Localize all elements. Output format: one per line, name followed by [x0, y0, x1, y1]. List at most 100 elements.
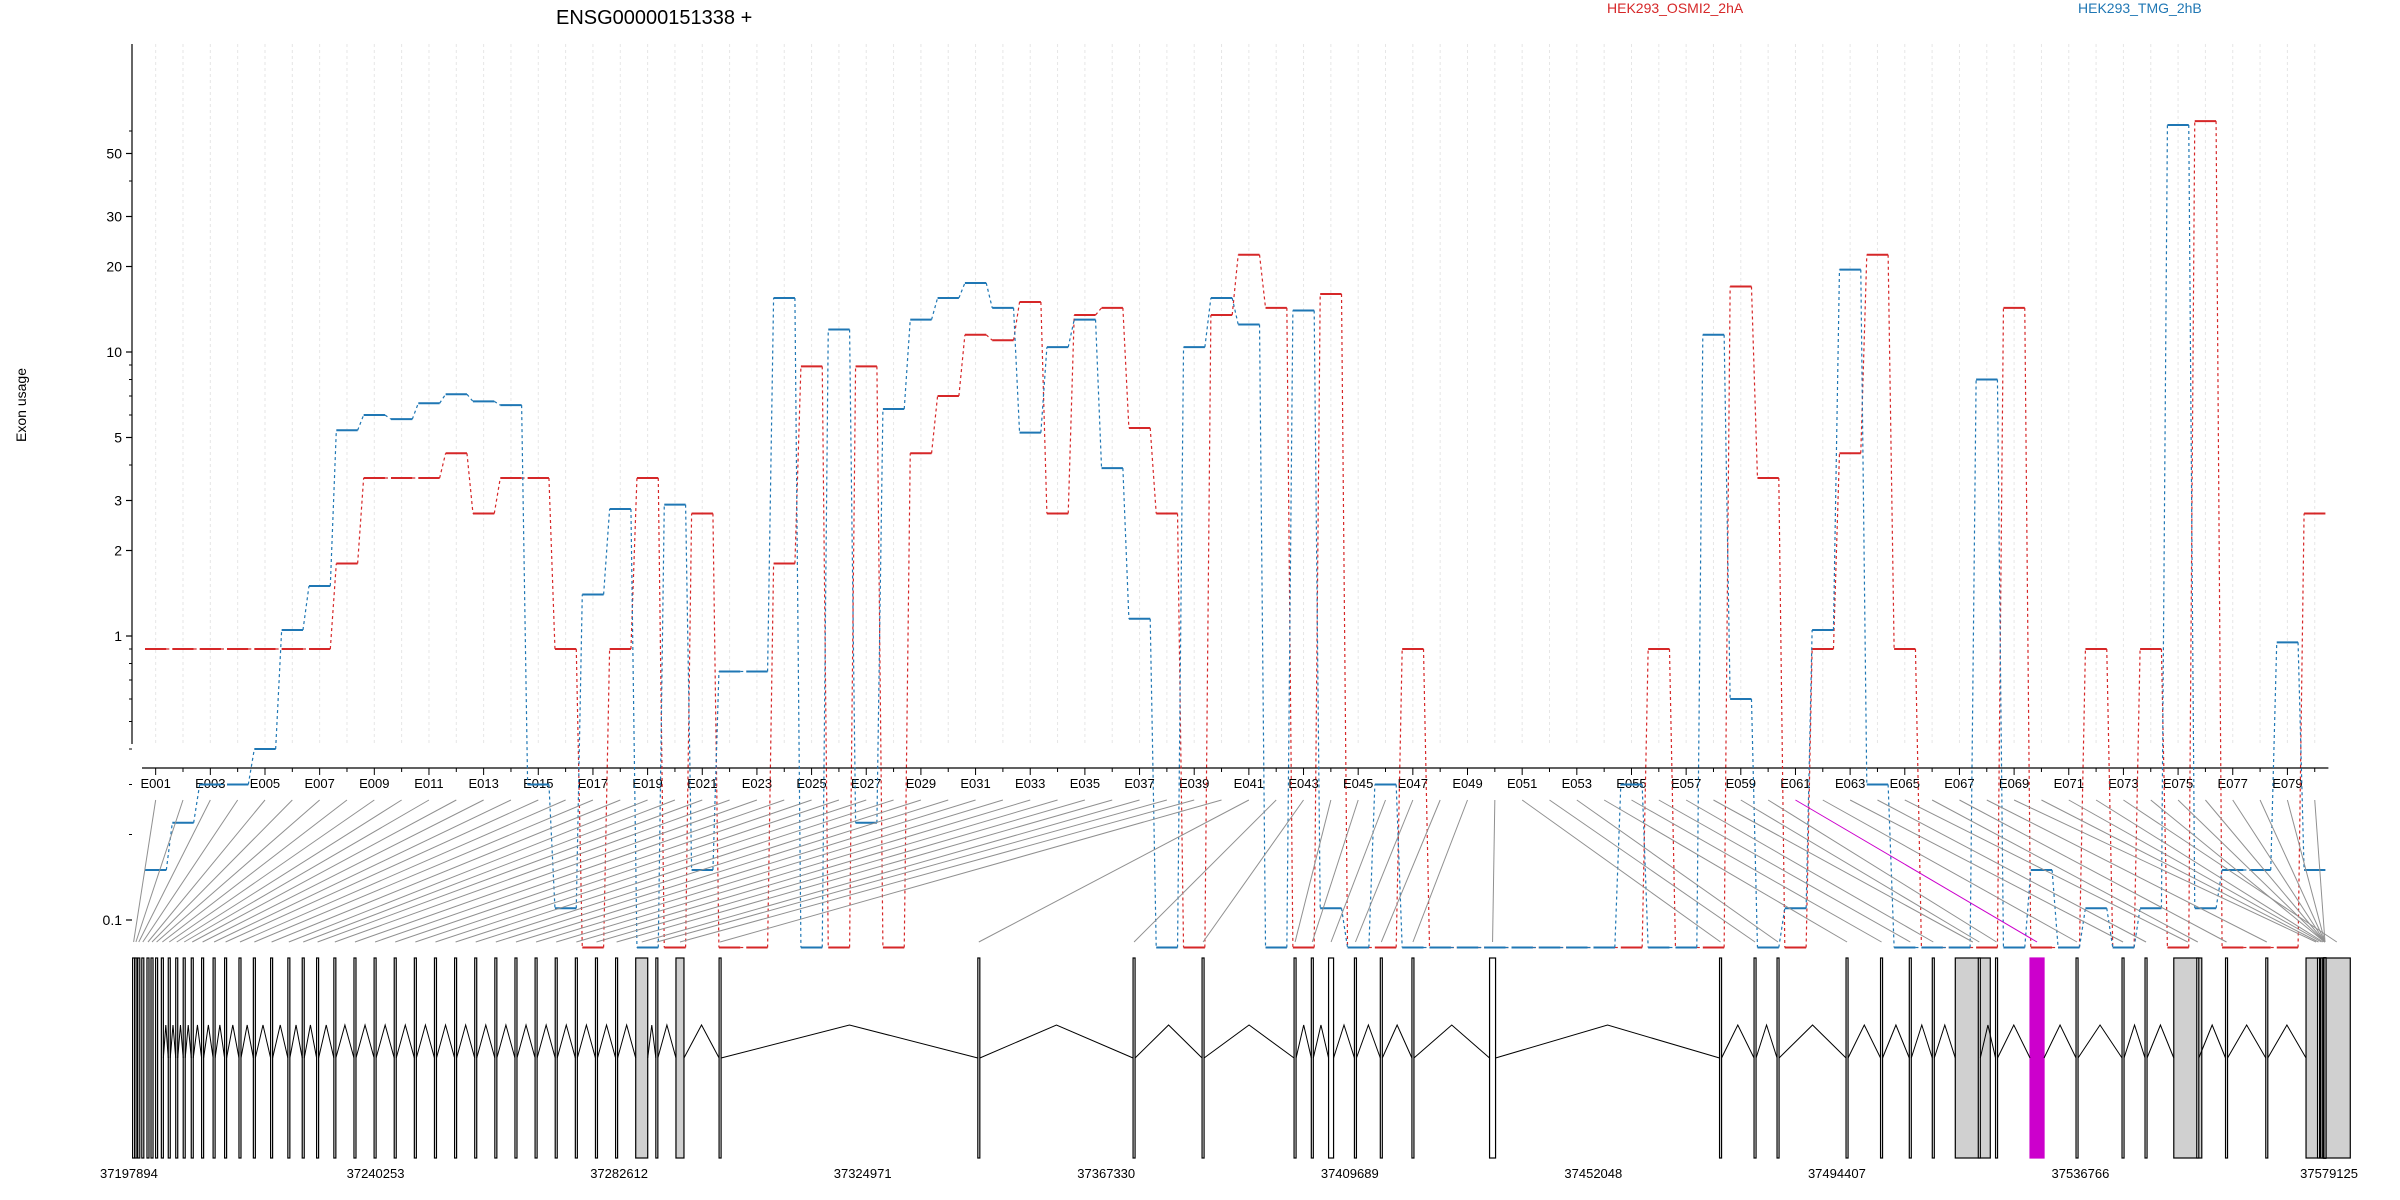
exon-box	[1994, 957, 1999, 1159]
series-connector	[930, 297, 939, 320]
series-connector	[2160, 648, 2169, 948]
connector-line	[535, 799, 1004, 943]
series-connector	[2106, 648, 2114, 948]
exon-box	[453, 957, 458, 1159]
intron-line	[1721, 1023, 1755, 1059]
series-connector	[1094, 319, 1103, 469]
connector-line	[2177, 799, 2326, 943]
series-connector	[1996, 379, 2005, 948]
connector-line	[162, 799, 348, 943]
exon-box	[393, 957, 397, 1159]
connector-line	[142, 799, 239, 943]
series-connector	[630, 508, 638, 948]
series-connector	[794, 297, 802, 948]
connector-line	[2150, 799, 2325, 943]
exon-box	[1327, 957, 1335, 1159]
genomic-tick-label: 37197894	[100, 1166, 158, 1181]
connector-line	[1202, 799, 1304, 943]
exon-box	[238, 957, 242, 1159]
connector-line	[1795, 799, 2038, 943]
exon-box	[1977, 957, 1981, 1159]
series-connector	[1040, 347, 1048, 433]
exon-box	[1718, 957, 1723, 1159]
intron-line	[456, 1023, 476, 1059]
connector-line	[2259, 799, 2326, 943]
intron-line	[536, 1023, 556, 1059]
exon-box	[287, 957, 291, 1159]
x-tick-label: E007	[304, 776, 334, 791]
exon-box	[655, 957, 659, 1159]
exon-box	[182, 957, 186, 1159]
exon-box	[2316, 957, 2321, 1159]
exon-box	[137, 957, 141, 1159]
connector-line	[254, 799, 594, 943]
series-connector	[329, 563, 337, 650]
exon-box	[1908, 957, 1912, 1159]
series-connector	[2133, 648, 2141, 948]
connector-line	[1658, 799, 1911, 943]
series-connector	[1231, 297, 1239, 325]
series-connector	[903, 453, 911, 948]
x-tick-label: E057	[1671, 776, 1701, 791]
connector-line	[2205, 799, 2326, 943]
connector-line	[1986, 799, 2268, 943]
series-connector	[1696, 334, 1704, 948]
x-tick-label: E071	[2054, 776, 2084, 791]
series-connector	[1012, 307, 1021, 433]
y-tick-label: 20	[106, 259, 122, 275]
intron-line	[2077, 1024, 2123, 1059]
intron-line	[683, 1023, 720, 1059]
exon-box	[1954, 957, 1991, 1159]
series-connector	[2215, 121, 2223, 948]
intron-line	[657, 1023, 677, 1059]
connector-line	[1380, 799, 1441, 943]
connector-line	[1576, 799, 1779, 943]
x-tick-label: E013	[468, 776, 498, 791]
connector-line	[475, 799, 922, 943]
series-connector	[603, 648, 611, 948]
connector-line	[354, 799, 758, 943]
exon-box	[1293, 957, 1297, 1159]
connector-line	[2123, 799, 2338, 943]
intron-line	[1979, 1024, 1997, 1059]
series-connector	[548, 477, 556, 650]
series-connector	[2078, 908, 2087, 948]
intron-line	[1933, 1023, 1956, 1059]
intron-line	[184, 1024, 192, 1059]
intron-line	[1381, 1023, 1413, 1059]
connector-line	[435, 799, 867, 943]
series-connector	[1067, 319, 1075, 348]
intron-line	[435, 1023, 456, 1059]
x-tick-label: E019	[632, 776, 662, 791]
series-connector	[357, 414, 365, 431]
exon-connector-lines	[133, 799, 2338, 943]
series-connector	[1340, 908, 1349, 948]
series-connector	[2188, 124, 2196, 909]
series-connector	[903, 319, 911, 410]
x-tick-label: E075	[2163, 776, 2193, 791]
exon-box	[175, 957, 179, 1159]
series-connector	[1805, 648, 1813, 948]
series-connector	[1778, 908, 1786, 948]
x-tick-label: E061	[1780, 776, 1810, 791]
series-connector	[1313, 310, 1321, 909]
connector-line	[1631, 799, 1882, 943]
intron-line	[617, 1023, 637, 1059]
connector-line	[1354, 799, 1414, 943]
series-connector	[1176, 347, 1185, 948]
intron-line	[1333, 1023, 1355, 1059]
series-connector	[1750, 286, 1759, 479]
intron-line	[1312, 1024, 1330, 1059]
series-connector	[603, 508, 611, 595]
intron-line	[177, 1024, 184, 1059]
connector-line	[156, 799, 320, 943]
series-connector	[848, 366, 857, 948]
exon-box	[2196, 957, 2200, 1159]
intron-line	[375, 1023, 395, 1059]
connector-line	[596, 799, 1086, 943]
exon-box	[167, 957, 171, 1159]
connector-line	[1685, 799, 1934, 943]
exon-box	[373, 957, 377, 1159]
x-tick-label: E041	[1234, 776, 1264, 791]
